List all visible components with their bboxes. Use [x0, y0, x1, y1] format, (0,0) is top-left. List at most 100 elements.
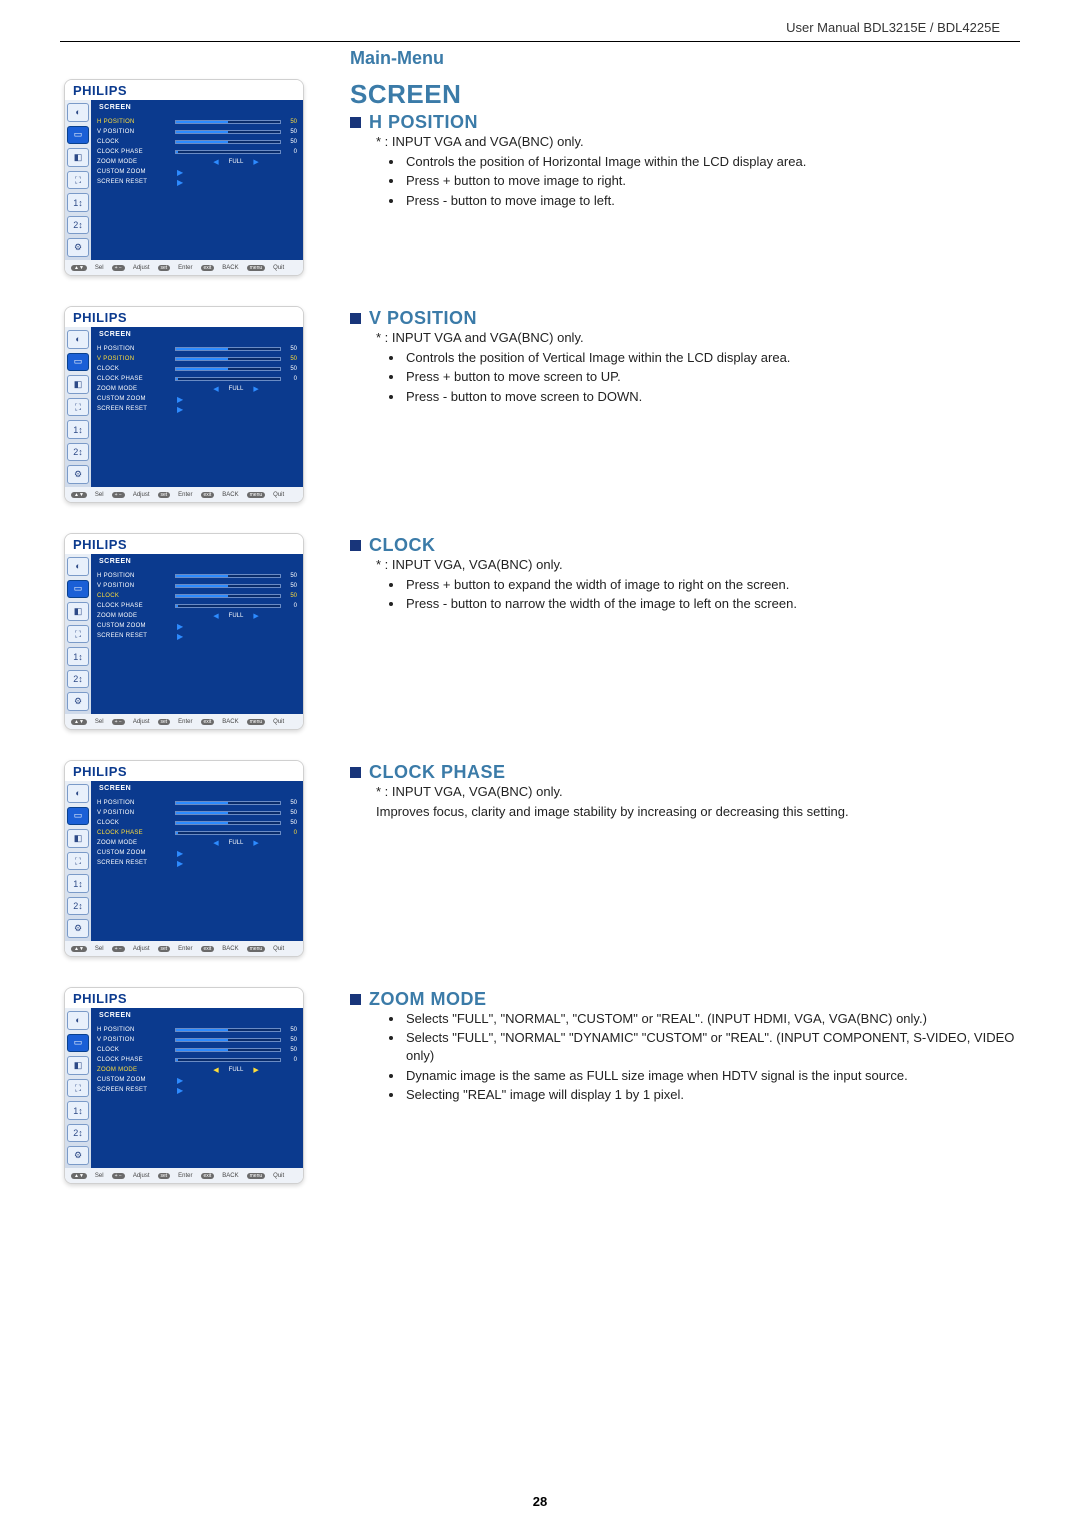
- osd-menu-item[interactable]: SCREEN RESET▶: [97, 1085, 297, 1095]
- osd-menu-item[interactable]: H POSITION50: [97, 571, 297, 581]
- osd-menu-item[interactable]: H POSITION50: [97, 117, 297, 127]
- bullet-square-icon: [350, 767, 361, 778]
- osd-menu-item[interactable]: CLOCK PHASE0: [97, 147, 297, 157]
- osd-menu-item[interactable]: CLOCK50: [97, 818, 297, 828]
- osd-footer: ▲▼Sel + −Adjust setEnter exitBACK menuQu…: [65, 1168, 303, 1183]
- osd-menu-item[interactable]: V POSITION50: [97, 1035, 297, 1045]
- osd-icon[interactable]: ⚙: [67, 238, 89, 257]
- osd-icon-column: ◐ ▭ ◧ ⛶ 1↕ 2↕ ⚙: [65, 327, 91, 487]
- osd-brand: PHILIPS: [65, 534, 303, 554]
- osd-icon[interactable]: 2↕: [67, 670, 89, 689]
- osd-column: PHILIPS ◐ ▭ ◧ ⛶ 1↕ 2↕ ⚙ SCREEN H POSITIO…: [60, 533, 320, 730]
- osd-icon[interactable]: 2↕: [67, 897, 89, 916]
- osd-menu-item[interactable]: CLOCK PHASE0: [97, 601, 297, 611]
- osd-icon[interactable]: ⛶: [67, 852, 89, 871]
- osd-menu-item[interactable]: CUSTOM ZOOM▶: [97, 167, 297, 177]
- osd-title: SCREEN: [99, 558, 297, 565]
- osd-icon[interactable]: ◧: [67, 375, 89, 394]
- main-menu-heading: Main-Menu: [350, 48, 1020, 69]
- osd-menu-item[interactable]: V POSITION50: [97, 581, 297, 591]
- osd-icon[interactable]: ⚙: [67, 1146, 89, 1165]
- osd-menu-item[interactable]: H POSITION50: [97, 798, 297, 808]
- osd-menu-item[interactable]: CLOCK50: [97, 1045, 297, 1055]
- osd-icon[interactable]: ◐: [67, 103, 89, 122]
- osd-icon[interactable]: ◧: [67, 829, 89, 848]
- section-description: * : INPUT VGA, VGA(BNC) only.Press + but…: [376, 556, 1020, 614]
- osd-icon[interactable]: ▭: [67, 580, 89, 599]
- osd-icon[interactable]: ⚙: [67, 465, 89, 484]
- asterisk-note: * : INPUT VGA, VGA(BNC) only.: [376, 783, 1020, 801]
- osd-menu-item[interactable]: SCREEN RESET▶: [97, 631, 297, 641]
- osd-icon[interactable]: 1↕: [67, 874, 89, 893]
- osd-icon[interactable]: ▭: [67, 126, 89, 145]
- osd-icon[interactable]: 1↕: [67, 193, 89, 212]
- osd-icon[interactable]: 1↕: [67, 1101, 89, 1120]
- osd-menu-item[interactable]: CLOCK PHASE0: [97, 374, 297, 384]
- asterisk-note: * : INPUT VGA and VGA(BNC) only.: [376, 133, 1020, 151]
- osd-icon[interactable]: ▭: [67, 1034, 89, 1053]
- osd-icon[interactable]: ◧: [67, 602, 89, 621]
- osd-icon[interactable]: ▭: [67, 807, 89, 826]
- osd-column: PHILIPS ◐ ▭ ◧ ⛶ 1↕ 2↕ ⚙ SCREEN H POSITIO…: [60, 306, 320, 503]
- section-subtitle: V POSITION: [350, 308, 1020, 329]
- osd-menu-item[interactable]: CUSTOM ZOOM▶: [97, 621, 297, 631]
- osd-icon[interactable]: 1↕: [67, 647, 89, 666]
- osd-icon[interactable]: 2↕: [67, 1124, 89, 1143]
- osd-menu-item[interactable]: CLOCK50: [97, 364, 297, 374]
- osd-menu-item[interactable]: ZOOM MODE◀FULL▶: [97, 157, 297, 167]
- osd-icon[interactable]: 2↕: [67, 443, 89, 462]
- osd-menu-item[interactable]: CUSTOM ZOOM▶: [97, 848, 297, 858]
- osd-menu-item[interactable]: SCREEN RESET▶: [97, 177, 297, 187]
- section-title: SCREEN: [350, 79, 1020, 110]
- section-row: PHILIPS ◐ ▭ ◧ ⛶ 1↕ 2↕ ⚙ SCREEN H POSITIO…: [60, 987, 1020, 1184]
- osd-panel: PHILIPS ◐ ▭ ◧ ⛶ 1↕ 2↕ ⚙ SCREEN H POSITIO…: [64, 760, 304, 957]
- osd-brand: PHILIPS: [65, 761, 303, 781]
- osd-icon[interactable]: ◧: [67, 1056, 89, 1075]
- osd-menu-item[interactable]: ZOOM MODE◀FULL▶: [97, 1065, 297, 1075]
- osd-menu-item[interactable]: ZOOM MODE◀FULL▶: [97, 838, 297, 848]
- osd-menu-item[interactable]: V POSITION50: [97, 127, 297, 137]
- osd-menu-item[interactable]: ZOOM MODE◀FULL▶: [97, 611, 297, 621]
- plain-text: Improves focus, clarity and image stabil…: [376, 803, 1020, 821]
- bullet-item: Press - button to narrow the width of th…: [404, 595, 1020, 613]
- osd-icon[interactable]: ◧: [67, 148, 89, 167]
- osd-menu-item[interactable]: CLOCK PHASE0: [97, 1055, 297, 1065]
- osd-menu-item[interactable]: CLOCK50: [97, 137, 297, 147]
- bullet-item: Controls the position of Vertical Image …: [404, 349, 1020, 367]
- osd-icon[interactable]: ◐: [67, 557, 89, 576]
- osd-panel: PHILIPS ◐ ▭ ◧ ⛶ 1↕ 2↕ ⚙ SCREEN H POSITIO…: [64, 306, 304, 503]
- bullet-list: Press + button to expand the width of im…: [404, 576, 1020, 613]
- osd-panel: PHILIPS ◐ ▭ ◧ ⛶ 1↕ 2↕ ⚙ SCREEN H POSITIO…: [64, 987, 304, 1184]
- osd-icon-column: ◐ ▭ ◧ ⛶ 1↕ 2↕ ⚙: [65, 100, 91, 260]
- asterisk-note: * : INPUT VGA and VGA(BNC) only.: [376, 329, 1020, 347]
- osd-menu-item[interactable]: H POSITION50: [97, 1025, 297, 1035]
- osd-icon[interactable]: ⛶: [67, 625, 89, 644]
- bullet-item: Press - button to move image to left.: [404, 192, 1020, 210]
- osd-icon[interactable]: ▭: [67, 353, 89, 372]
- osd-icon[interactable]: 1↕: [67, 420, 89, 439]
- osd-icon[interactable]: ⚙: [67, 919, 89, 938]
- osd-menu-item[interactable]: CLOCK PHASE0: [97, 828, 297, 838]
- osd-title: SCREEN: [99, 785, 297, 792]
- osd-menu-item[interactable]: SCREEN RESET▶: [97, 858, 297, 868]
- osd-menu-item[interactable]: ZOOM MODE◀FULL▶: [97, 384, 297, 394]
- osd-menu-item[interactable]: CUSTOM ZOOM▶: [97, 394, 297, 404]
- osd-icon[interactable]: ◐: [67, 330, 89, 349]
- osd-icon[interactable]: ⚙: [67, 692, 89, 711]
- section-subtitle: ZOOM MODE: [350, 989, 1020, 1010]
- osd-icon[interactable]: ⛶: [67, 171, 89, 190]
- osd-menu-item[interactable]: V POSITION50: [97, 354, 297, 364]
- osd-icon[interactable]: ◐: [67, 1011, 89, 1030]
- osd-menu-item[interactable]: H POSITION50: [97, 344, 297, 354]
- osd-icon[interactable]: 2↕: [67, 216, 89, 235]
- bullet-item: Press + button to move screen to UP.: [404, 368, 1020, 386]
- osd-icon-column: ◐ ▭ ◧ ⛶ 1↕ 2↕ ⚙: [65, 781, 91, 941]
- osd-icon[interactable]: ⛶: [67, 398, 89, 417]
- osd-icon[interactable]: ⛶: [67, 1079, 89, 1098]
- osd-title: SCREEN: [99, 104, 297, 111]
- osd-menu-item[interactable]: CLOCK50: [97, 591, 297, 601]
- osd-menu-item[interactable]: V POSITION50: [97, 808, 297, 818]
- osd-menu-item[interactable]: SCREEN RESET▶: [97, 404, 297, 414]
- osd-icon[interactable]: ◐: [67, 784, 89, 803]
- osd-menu-item[interactable]: CUSTOM ZOOM▶: [97, 1075, 297, 1085]
